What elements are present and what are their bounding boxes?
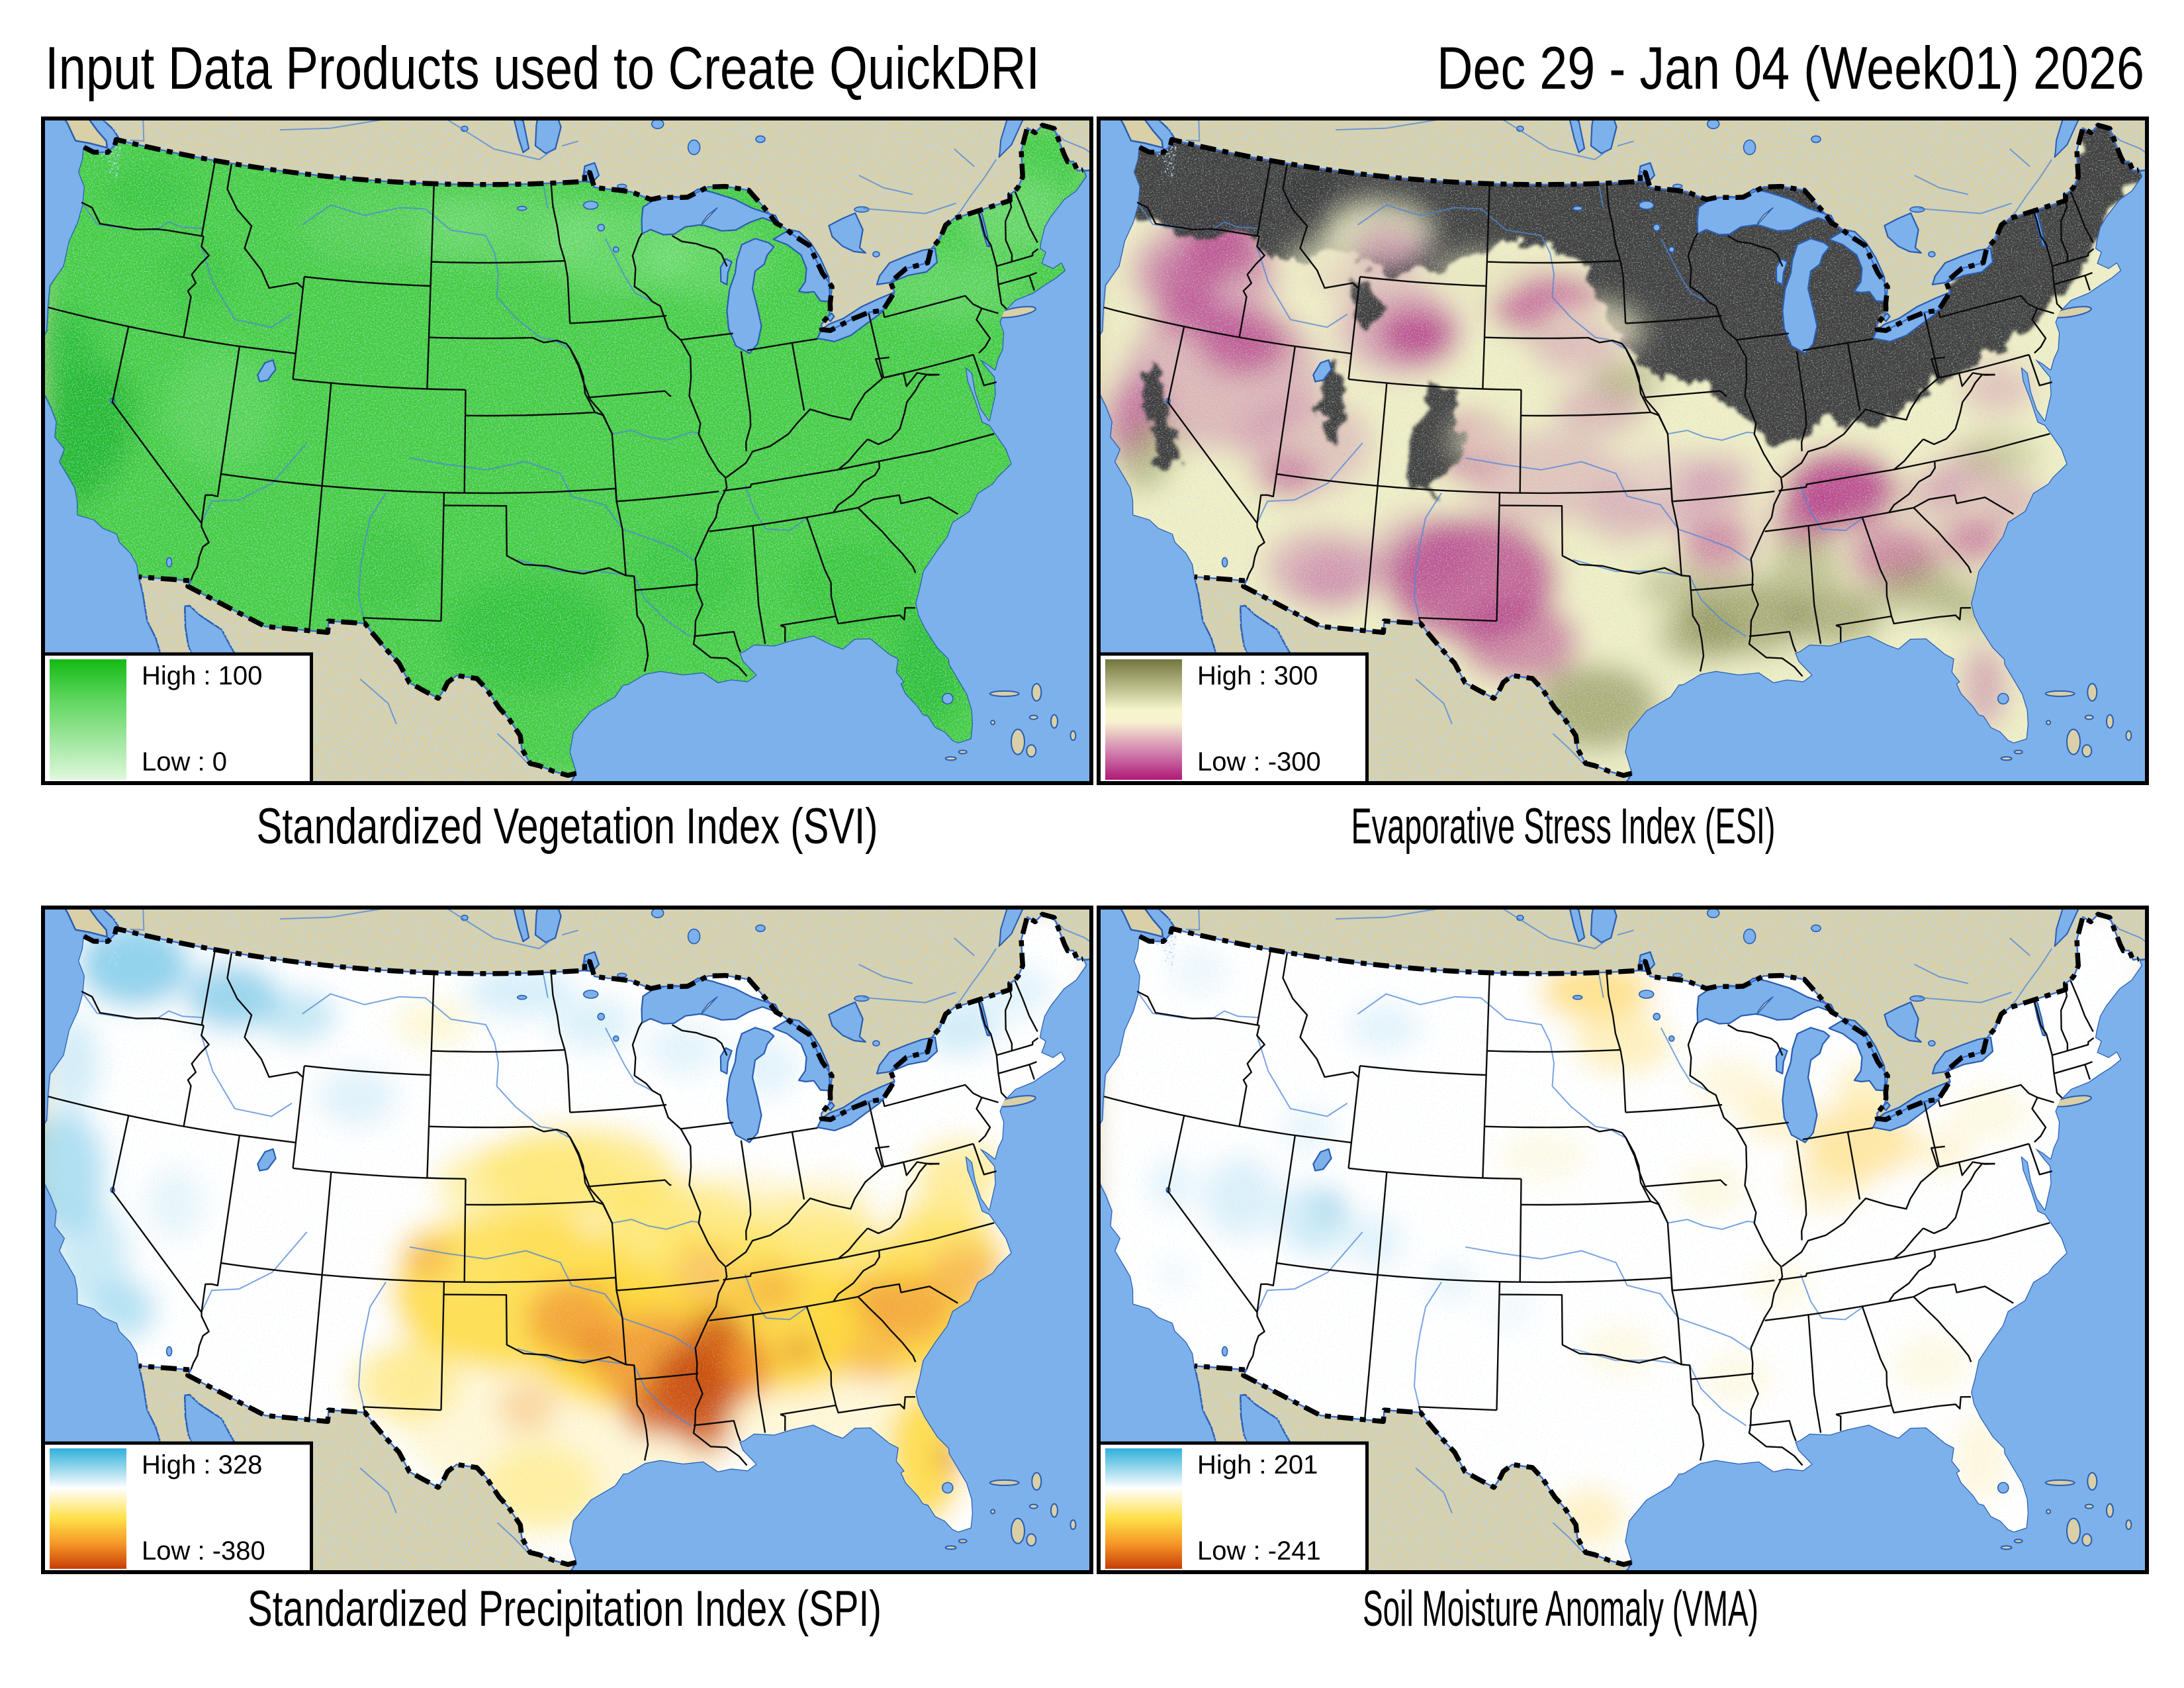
svg-text:Standardized Vegetation Index: Standardized Vegetation Index (SVI) [257, 798, 878, 855]
svg-text:Low : 0: Low : 0 [142, 747, 227, 776]
svg-text:Evaporative Stress Index (ESI): Evaporative Stress Index (ESI) [1351, 798, 1776, 855]
svg-text:Low : -380: Low : -380 [142, 1536, 265, 1566]
svg-text:High : 300: High : 300 [1197, 661, 1318, 690]
svg-text:Soil Moisture Anomaly (VMA): Soil Moisture Anomaly (VMA) [1363, 1581, 1758, 1637]
svg-text:High : 100: High : 100 [142, 661, 262, 690]
svg-text:High : 328: High : 328 [142, 1450, 262, 1479]
svg-text:High : 201: High : 201 [1197, 1450, 1318, 1479]
svg-text:Input Data Products used to Cr: Input Data Products used to Create Quick… [45, 35, 1040, 102]
svg-text:Standardized Precipitation Ind: Standardized Precipitation Index (SPI) [248, 1581, 882, 1637]
svg-text:Low : -300: Low : -300 [1197, 747, 1321, 776]
svg-text:Dec 29 - Jan 04 (Week01) 2026: Dec 29 - Jan 04 (Week01) 2026 [1437, 35, 2144, 102]
svg-text:Low : -241: Low : -241 [1197, 1536, 1321, 1566]
